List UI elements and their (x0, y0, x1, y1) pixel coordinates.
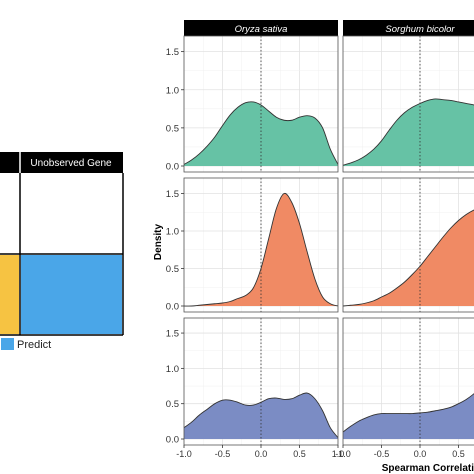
y-tick-label: 0.5 (166, 399, 179, 410)
y-tick-label: 1.0 (166, 85, 179, 96)
facet-strip (184, 20, 338, 36)
y-tick-label: 0.0 (166, 302, 179, 313)
x-tick-label: 0.5 (293, 449, 306, 459)
panel-border (342, 35, 474, 173)
x-tick-label: -0.5 (374, 449, 390, 459)
density-area (343, 209, 474, 306)
y-tick-label: 1.0 (166, 227, 179, 238)
panel-border (183, 177, 339, 313)
facet-strip (343, 20, 474, 36)
facet-panel (343, 318, 474, 445)
observed-cell (0, 255, 19, 334)
unobserved-gene-header: Unobserved Gene (30, 158, 112, 169)
density-area (184, 392, 338, 439)
left-header-bar (0, 152, 123, 173)
y-tick-label: 0.5 (166, 123, 179, 134)
density-area (184, 193, 338, 307)
facet-strip-label: Oryza sativa (235, 24, 288, 35)
facet-panel (184, 178, 338, 312)
y-axis-title: Density (153, 224, 164, 261)
facet-panel (343, 178, 474, 312)
facet-strip-label: Sorghum bicolor (385, 24, 455, 35)
y-tick-label: 1.0 (166, 364, 179, 375)
x-tick-label: -0.5 (215, 449, 231, 459)
facet-panel (184, 318, 338, 445)
facet-panel (184, 36, 338, 172)
x-tick-label: -1.0 (176, 449, 192, 459)
density-outline (184, 101, 338, 165)
density-area (184, 101, 338, 166)
predict-legend-swatch (1, 338, 14, 350)
x-tick-label: 0.0 (255, 449, 268, 459)
y-tick-label: 1.5 (166, 329, 179, 340)
x-tick-label: 0.0 (414, 449, 427, 459)
density-area (343, 98, 474, 166)
panel-border (342, 177, 474, 313)
y-tick-label: 1.5 (166, 189, 179, 200)
x-tick-label: -1.0 (335, 449, 351, 459)
y-tick-label: 1.5 (166, 47, 179, 58)
predicted-cell (21, 255, 122, 334)
left-diagram: Unobserved Gene Predict (0, 152, 124, 351)
y-tick-label: 0.5 (166, 264, 179, 275)
y-tick-label: 0.0 (166, 435, 179, 446)
y-tick-label: 0.0 (166, 162, 179, 173)
density-area (343, 393, 474, 439)
density-outline (184, 192, 338, 307)
x-tick-label: 0.5 (452, 449, 465, 459)
x-tick-label: 1.0 (332, 449, 345, 459)
density-facet-chart: Oryza sativa Sorghum bicolor 0.0 0.5 1.0 1.5 0… (166, 20, 474, 459)
panel-border (183, 35, 339, 173)
facet-panel (343, 36, 474, 172)
x-axis-title: Spearman Correlation (382, 463, 474, 474)
predict-legend-label: Predict (17, 339, 51, 351)
